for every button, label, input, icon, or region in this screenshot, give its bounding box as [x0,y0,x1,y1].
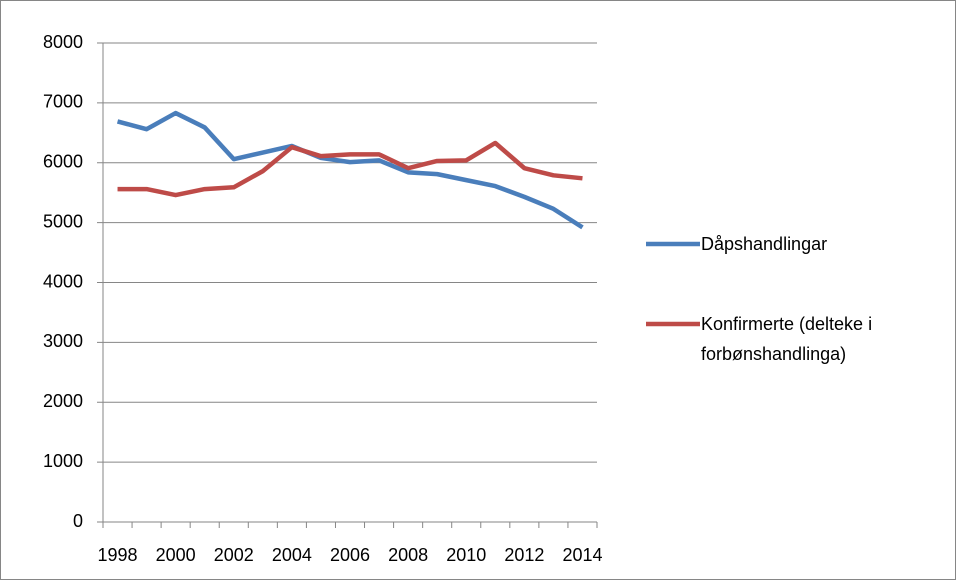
legend-label: Dåpshandlingar [701,234,828,254]
y-tick-label: 6000 [43,152,83,172]
data-line [117,140,583,198]
y-tick-label: 5000 [43,211,83,231]
y-tick-label: 2000 [43,391,83,411]
y-tick-label: 7000 [43,92,83,112]
x-tick-label: 2012 [504,545,544,565]
y-tick-label: 4000 [43,271,83,291]
y-tick-label: 3000 [43,331,83,351]
y-tick-label: 0 [73,511,83,531]
x-tick-label: 2000 [156,545,196,565]
x-tick-label: 1998 [98,545,138,565]
x-tick-label: 2002 [214,545,254,565]
x-tick-label: 2004 [272,545,312,565]
x-tick-label: 2010 [446,545,486,565]
data-line [116,110,584,230]
legend-label: Konfirmerte (delteke i forbønshandlinga) [701,314,873,364]
x-tick-label: 2014 [562,545,602,565]
x-tick-label: 2006 [330,545,370,565]
y-tick-label: 8000 [43,32,83,52]
x-tick-label: 2008 [388,545,428,565]
y-tick-label: 1000 [43,451,83,471]
